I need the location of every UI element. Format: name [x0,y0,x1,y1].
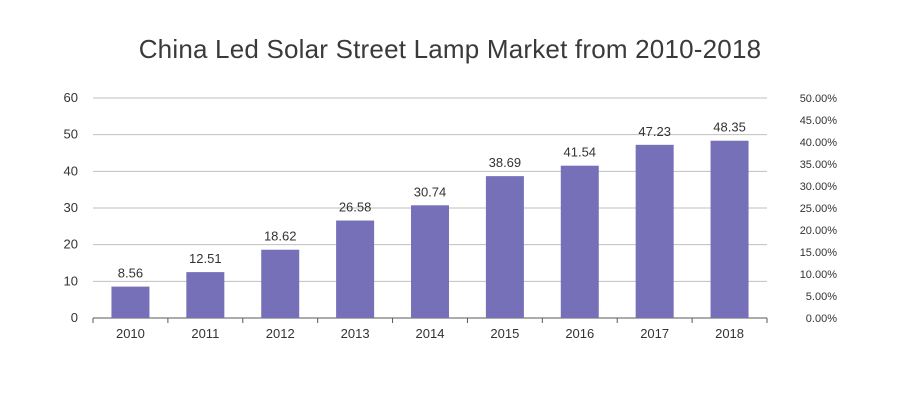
y-tick-label: 10 [64,273,78,288]
x-tick-label-2012: 2012 [266,326,295,341]
data-label-2014: 30.74 [414,184,447,199]
y2-tick-label: 40.00% [800,137,838,149]
data-label-2016: 41.54 [564,145,597,160]
y2-tick-label: 30.00% [800,181,838,193]
x-tick-label-2015: 2015 [490,326,519,341]
y-tick-label: 0 [71,310,78,325]
y2-tick-label: 10.00% [800,269,838,281]
data-label-2010: 8.56 [118,266,143,281]
x-tick-label-2014: 2014 [416,326,445,341]
x-tick-label-2013: 2013 [341,326,370,341]
bar-2013[interactable] [336,220,375,318]
y-tick-label: 60 [64,90,78,105]
data-label-2011: 12.51 [189,251,222,266]
x-tick-label-2010: 2010 [116,326,145,341]
bar-2010[interactable] [111,286,150,318]
y-tick-label: 50 [64,127,78,142]
y2-tick-label: 50.00% [800,93,838,105]
y2-tick-label: 15.00% [800,247,838,259]
data-label-2013: 26.58 [339,200,372,215]
y-tick-label: 20 [64,237,78,252]
y2-tick-label: 45.00% [800,115,838,127]
y2-tick-label: 0.00% [806,313,837,325]
x-tick-label-2018: 2018 [715,326,744,341]
x-tick-label-2017: 2017 [640,326,669,341]
bar-2017[interactable] [635,144,674,318]
bar-2015[interactable] [485,176,524,318]
y-tick-label: 30 [64,200,78,215]
y-tick-label: 40 [64,163,78,178]
chart-title: China Led Solar Street Lamp Market from … [138,34,762,64]
bar-2016[interactable] [560,165,599,318]
data-label-2012: 18.62 [264,229,297,244]
y2-tick-label: 25.00% [800,203,838,215]
data-label-2018: 48.35 [713,120,746,135]
bar-2014[interactable] [411,205,449,318]
bar-2018[interactable] [710,140,749,318]
bar-2011[interactable] [186,272,225,318]
y2-tick-label: 20.00% [800,225,838,237]
x-tick-label-2016: 2016 [565,326,594,341]
x-tick-label-2011: 2011 [191,326,219,341]
y2-tick-label: 5.00% [806,291,837,303]
data-label-2017: 47.23 [638,124,671,139]
y2-tick-label: 35.00% [800,159,838,171]
data-label-2015: 38.69 [489,155,522,170]
bar-2012[interactable] [261,249,300,318]
